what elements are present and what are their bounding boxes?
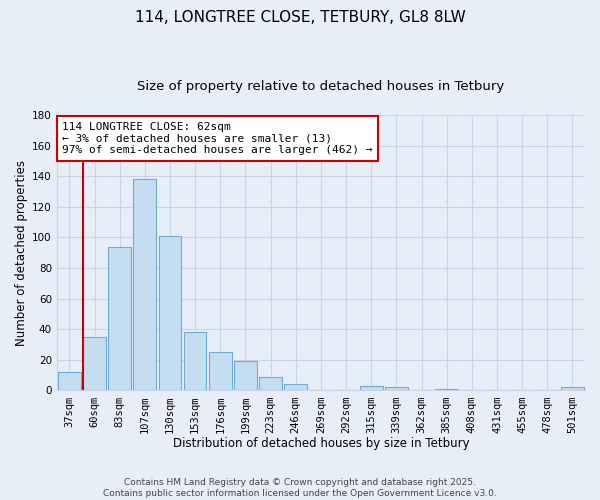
Bar xyxy=(561,388,584,390)
Bar xyxy=(158,236,181,390)
X-axis label: Distribution of detached houses by size in Tetbury: Distribution of detached houses by size … xyxy=(173,437,469,450)
Y-axis label: Number of detached properties: Number of detached properties xyxy=(15,160,28,346)
Bar xyxy=(360,386,383,390)
Text: Contains HM Land Registry data © Crown copyright and database right 2025.
Contai: Contains HM Land Registry data © Crown c… xyxy=(103,478,497,498)
Bar xyxy=(209,352,232,391)
Text: 114 LONGTREE CLOSE: 62sqm
← 3% of detached houses are smaller (13)
97% of semi-d: 114 LONGTREE CLOSE: 62sqm ← 3% of detach… xyxy=(62,122,373,155)
Bar xyxy=(109,246,131,390)
Bar xyxy=(58,372,80,390)
Bar xyxy=(133,180,156,390)
Bar xyxy=(436,389,458,390)
Bar xyxy=(83,337,106,390)
Bar xyxy=(259,376,282,390)
Bar xyxy=(284,384,307,390)
Title: Size of property relative to detached houses in Tetbury: Size of property relative to detached ho… xyxy=(137,80,505,93)
Text: 114, LONGTREE CLOSE, TETBURY, GL8 8LW: 114, LONGTREE CLOSE, TETBURY, GL8 8LW xyxy=(134,10,466,25)
Bar xyxy=(184,332,206,390)
Bar xyxy=(234,362,257,390)
Bar xyxy=(385,388,407,390)
